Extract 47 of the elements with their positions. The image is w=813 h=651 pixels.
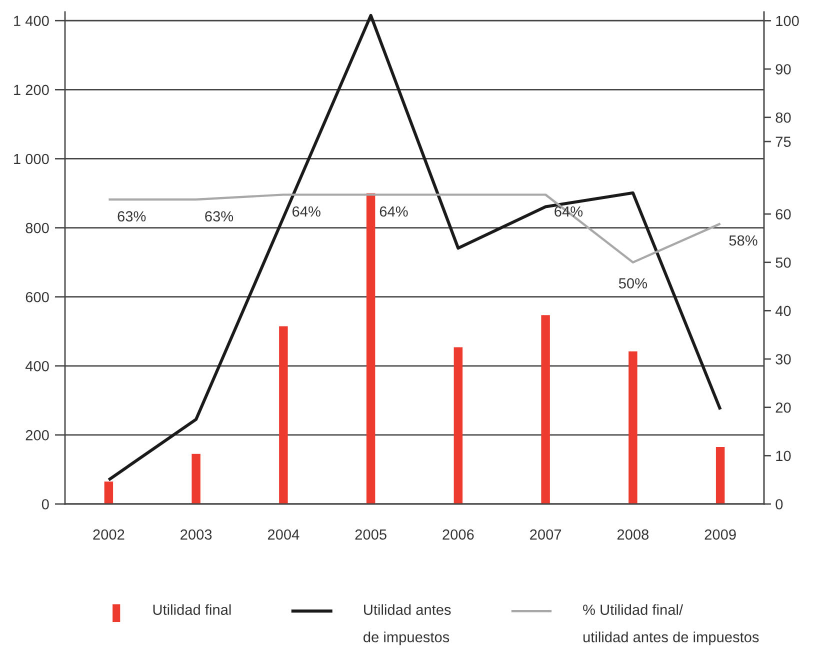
line-series (107, 14, 722, 482)
y2-tick-label: 80 (776, 112, 791, 123)
y-tick-label: 600 (26, 292, 49, 302)
x-tick-label: 2007 (530, 529, 562, 540)
y-tick-label: 1 000 (14, 154, 49, 164)
y2-tick-label: 60 (776, 209, 791, 220)
legend-label: Utilidad antes de impuestos (364, 604, 451, 646)
x-tick-label: 2005 (355, 529, 386, 540)
y2-tick-label: 20 (776, 402, 791, 413)
y2-tick-label: 10 (776, 450, 791, 462)
bar (192, 454, 200, 504)
data-label: 64% (292, 206, 320, 217)
bar (454, 347, 463, 504)
data-label: 50% (618, 278, 648, 288)
bar (279, 326, 288, 504)
x-tick-label: 2003 (180, 529, 212, 540)
y2-tick-label: 40 (775, 306, 791, 316)
bar (541, 315, 550, 504)
data-label: 63% (118, 211, 146, 222)
data-label: 64% (554, 206, 583, 217)
data-label: 64% (380, 206, 408, 217)
bar (716, 447, 725, 504)
y2-tick-label: 0 (776, 499, 783, 510)
y-tick-label: 1 400 (14, 16, 49, 26)
x-tick-label: 2002 (93, 529, 124, 540)
y-tick-label: 400 (25, 360, 49, 372)
y2-tick-label: 100 (776, 16, 799, 26)
line-series (108, 194, 722, 264)
legend-label: Utilidad final (153, 604, 231, 615)
x-tick-label: 2004 (268, 529, 300, 540)
x-tick-label: 2008 (617, 529, 649, 540)
bar (366, 193, 376, 504)
data-label: 58% (729, 235, 758, 246)
y-tick-label: 200 (26, 430, 49, 440)
y2-tick-label: 90 (776, 64, 791, 74)
y-tick-label: 800 (26, 222, 49, 234)
y2-tick-label: 75 (776, 136, 791, 147)
y-tick-label: 1 200 (14, 84, 49, 96)
legend-label: % Utilidad final/ utilidad antes de impuestos (583, 604, 759, 646)
y2-tick-label: 30 (776, 354, 791, 364)
bar (628, 351, 638, 504)
x-tick-label: 2009 (704, 529, 736, 540)
y-tick-label: 0 (42, 499, 49, 510)
data-label: 63% (205, 211, 234, 222)
y2-tick-label: 50 (776, 257, 791, 268)
x-tick-label: 2006 (442, 529, 474, 540)
bar (104, 482, 114, 504)
